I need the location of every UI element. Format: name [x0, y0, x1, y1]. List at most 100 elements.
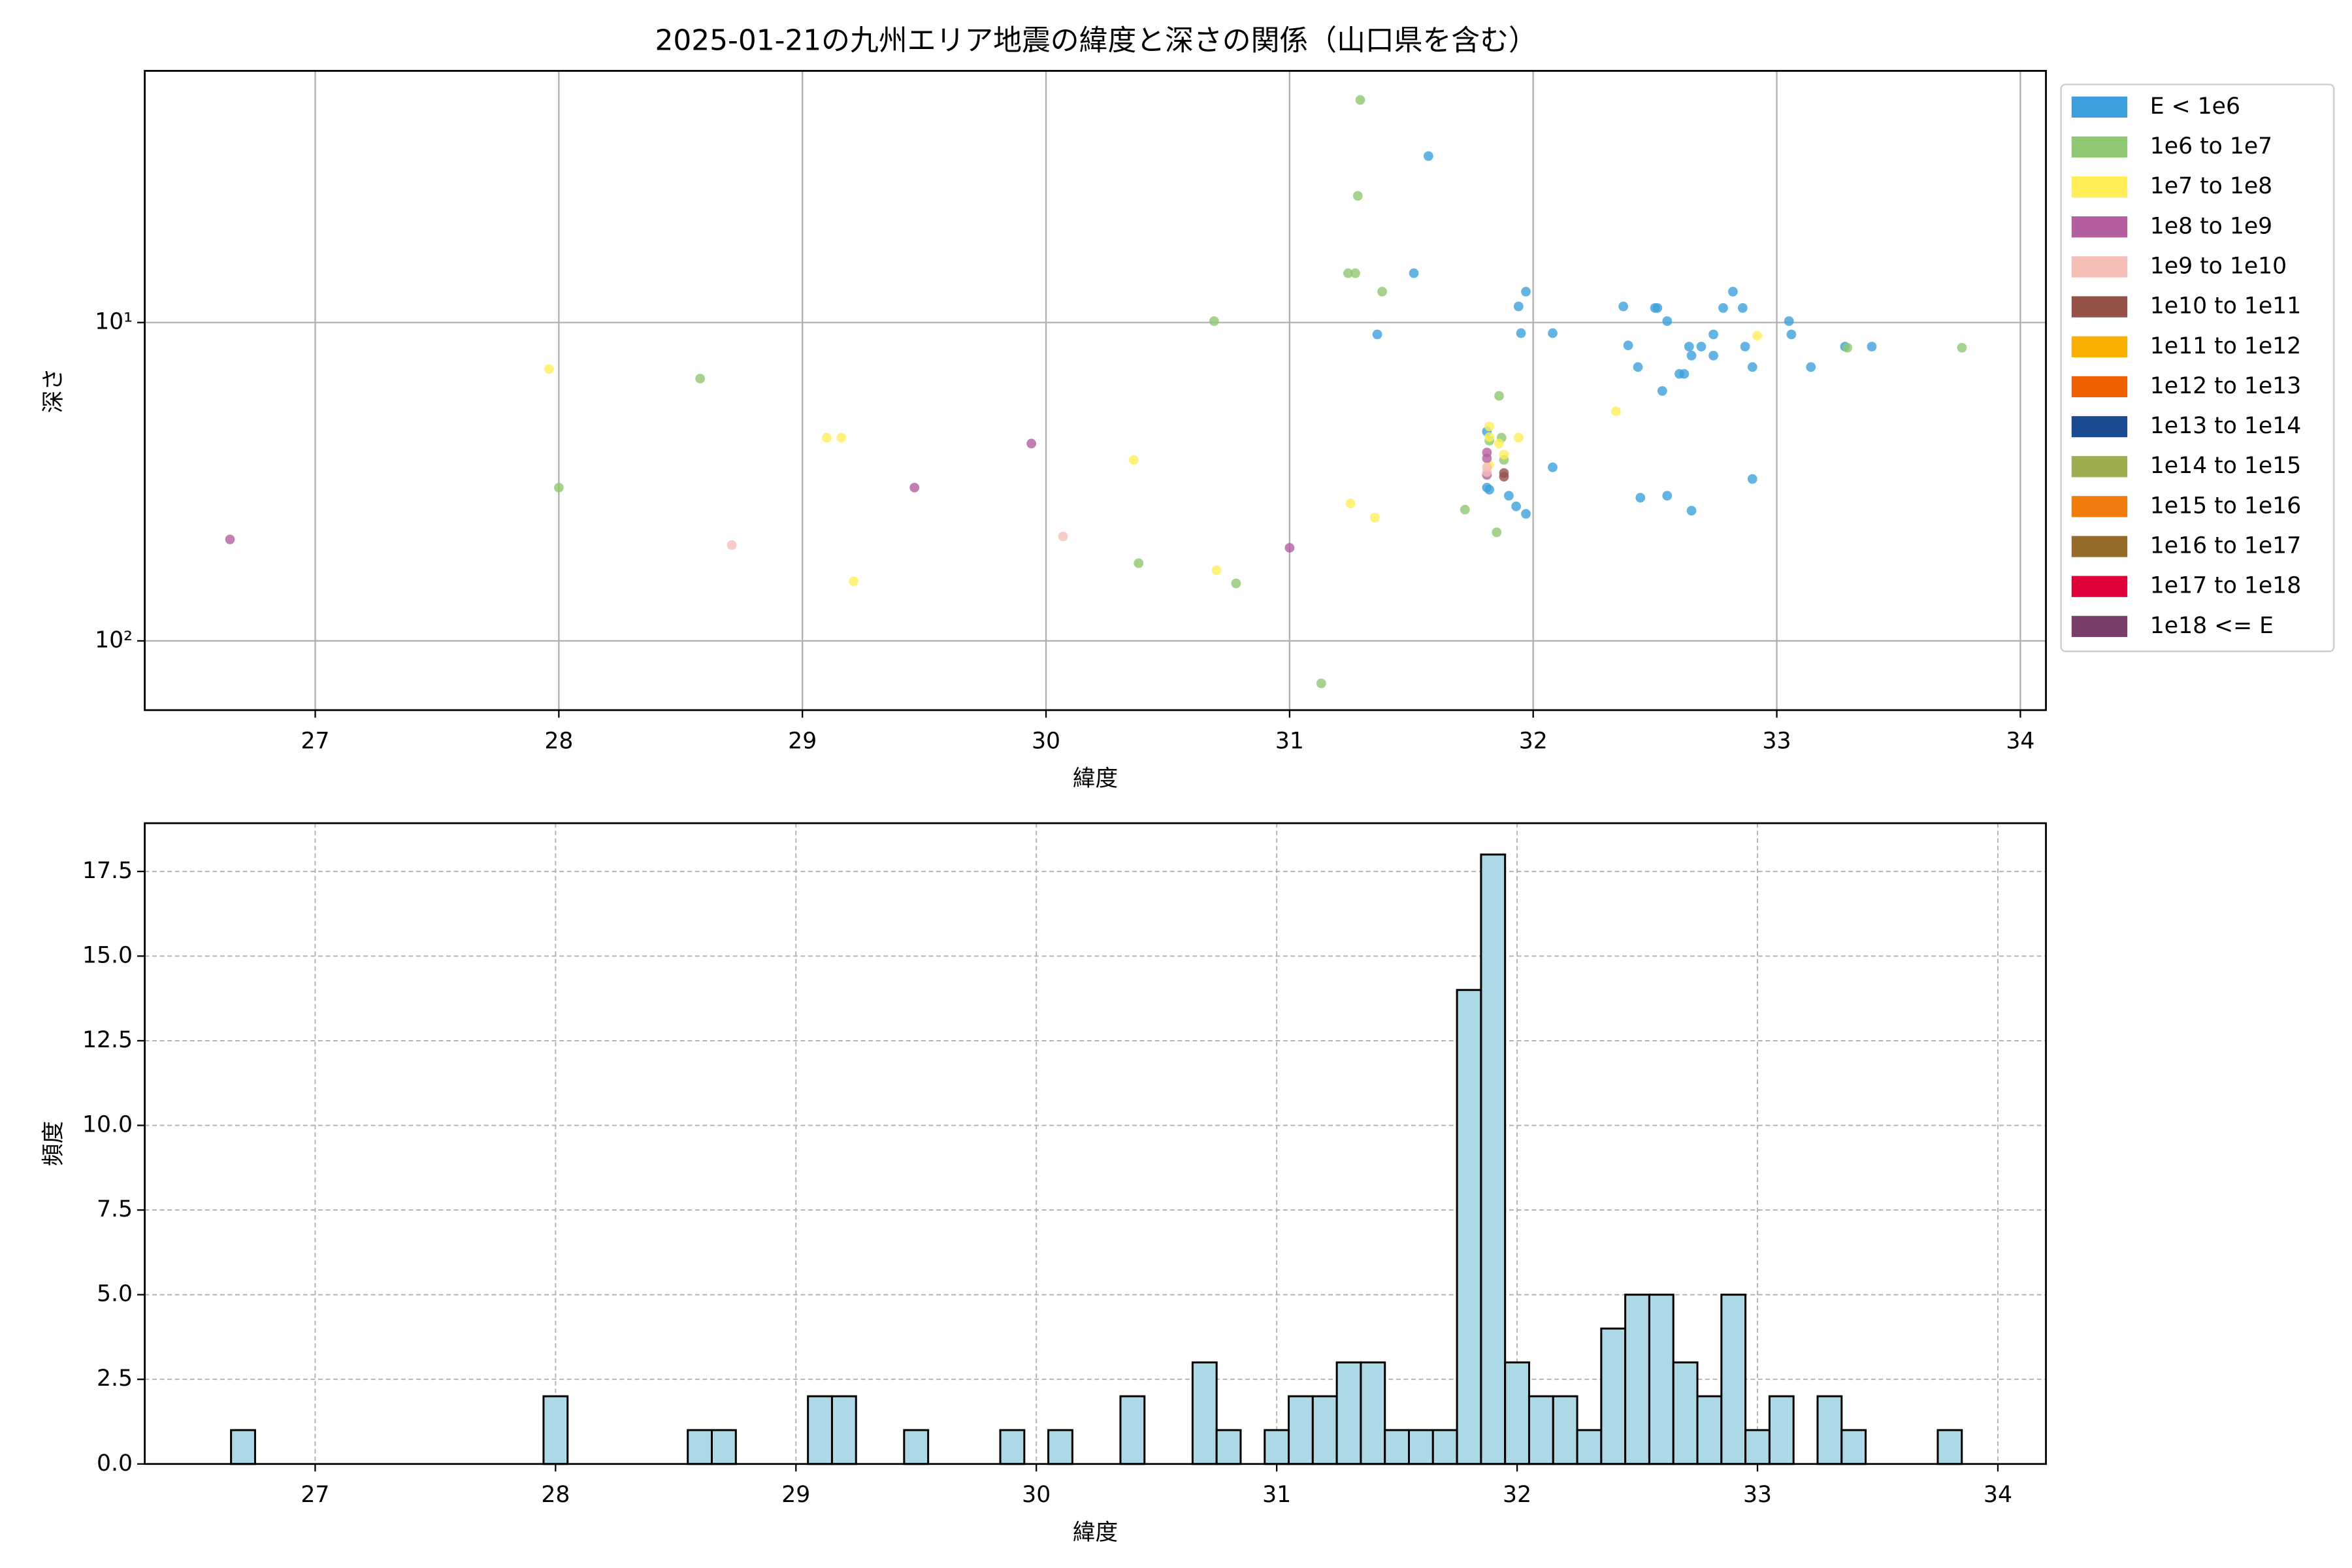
- scatter-point: [849, 576, 858, 587]
- scatter-point: [1633, 362, 1643, 372]
- scatter-point: [1134, 558, 1144, 568]
- x-tick-label: 30: [1032, 728, 1060, 754]
- axes-frame: [144, 70, 2047, 711]
- legend-swatch: [2071, 216, 2128, 238]
- scatter-point: [1747, 362, 1757, 372]
- histogram-bar: [1047, 1429, 1073, 1465]
- legend-label: 1e17 to 1e18: [2150, 573, 2301, 599]
- scatter-point: [1867, 342, 1877, 351]
- histogram-bar: [1384, 1429, 1411, 1465]
- histogram-bar: [1600, 1327, 1627, 1465]
- histogram-bar: [1264, 1429, 1290, 1465]
- histogram-bar: [1840, 1429, 1867, 1465]
- scatter-point: [1548, 462, 1558, 472]
- scatter-point: [1623, 340, 1633, 351]
- x-tick-label: 31: [1262, 1482, 1291, 1508]
- histogram-bar: [1504, 1361, 1530, 1465]
- x-axis-label: 緯度: [1073, 766, 1118, 792]
- histogram-bar: [1816, 1395, 1843, 1465]
- scatter-point: [1492, 527, 1502, 538]
- scatter-point: [1728, 287, 1738, 297]
- scatter-point: [1058, 531, 1068, 542]
- scatter-point: [1652, 302, 1663, 313]
- scatter-point: [1494, 391, 1504, 401]
- legend-label: 1e13 to 1e14: [2150, 413, 2301, 439]
- axes-frame: [144, 822, 2047, 1465]
- histogram-bar: [1768, 1395, 1795, 1465]
- scatter-point: [1460, 504, 1470, 515]
- y-tick-label: 17.5: [82, 858, 133, 884]
- legend-label: 1e8 to 1e9: [2150, 213, 2272, 239]
- histogram-bar: [1288, 1395, 1314, 1465]
- scatter-point: [1806, 362, 1816, 372]
- scatter-point: [1484, 485, 1494, 495]
- scatter-point: [1516, 328, 1526, 338]
- histogram-bar: [1480, 853, 1507, 1465]
- legend-swatch: [2071, 456, 2128, 478]
- legend-swatch: [2071, 576, 2128, 597]
- histogram-bar: [710, 1429, 737, 1465]
- histogram-bar: [230, 1429, 256, 1465]
- scatter-point: [1513, 301, 1524, 312]
- histogram-bar: [1408, 1429, 1434, 1465]
- histogram-bar: [807, 1395, 833, 1465]
- scatter-point: [1737, 302, 1748, 313]
- legend-swatch: [2071, 376, 2128, 398]
- x-tick-label: 31: [1275, 728, 1304, 754]
- scatter-point: [1409, 268, 1419, 278]
- x-axis-label: 緯度: [1073, 1520, 1118, 1546]
- scatter-point: [836, 433, 847, 443]
- scatter-point: [1635, 493, 1646, 503]
- scatter-point: [1513, 433, 1524, 443]
- scatter-point: [822, 433, 832, 443]
- legend-label: 1e9 to 1e10: [2150, 253, 2287, 279]
- scatter-point: [1345, 498, 1356, 508]
- scatter-point: [1708, 350, 1718, 361]
- y-tick-label: 10¹: [95, 309, 133, 335]
- scatter-point: [1484, 432, 1494, 442]
- scatter-point: [695, 374, 705, 384]
- scatter-point: [1128, 455, 1139, 465]
- scatter-point: [1618, 301, 1629, 312]
- x-tick-label: 27: [301, 728, 330, 754]
- histogram-bar: [1696, 1395, 1723, 1465]
- scatter-point: [1548, 328, 1558, 338]
- scatter-point: [1482, 462, 1492, 472]
- scatter-point: [1343, 268, 1353, 278]
- y-axis-label: 深さ: [41, 368, 67, 413]
- x-tick-label: 30: [1022, 1482, 1051, 1508]
- histogram-bar: [1624, 1294, 1650, 1465]
- scatter-point: [1784, 316, 1794, 326]
- x-tick-label: 32: [1519, 728, 1548, 754]
- scatter-point: [1686, 350, 1697, 361]
- x-tick-label: 34: [2006, 728, 2034, 754]
- scatter-point: [1026, 438, 1037, 449]
- legend-label: 1e16 to 1e17: [2150, 533, 2301, 559]
- legend-swatch: [2071, 496, 2128, 517]
- scatter-point: [1752, 331, 1763, 341]
- scatter-point: [1611, 406, 1621, 416]
- legend-swatch: [2071, 416, 2128, 438]
- legend-label: 1e15 to 1e16: [2150, 493, 2301, 519]
- scatter-point: [1662, 491, 1673, 501]
- scatter-point: [1355, 95, 1365, 105]
- legend-swatch: [2071, 536, 2128, 557]
- scatter-point: [1284, 543, 1295, 553]
- legend-swatch: [2071, 336, 2128, 357]
- x-tick-label: 32: [1503, 1482, 1531, 1508]
- histogram-bar: [1360, 1361, 1386, 1465]
- x-tick-label: 33: [1743, 1482, 1772, 1508]
- legend-label: 1e10 to 1e11: [2150, 293, 2301, 319]
- scatter-point: [1740, 342, 1750, 351]
- scatter-point: [1511, 501, 1522, 512]
- legend-swatch: [2071, 96, 2128, 118]
- histogram-bar: [1648, 1294, 1674, 1465]
- y-tick-label: 15.0: [82, 942, 133, 968]
- scatter-point: [1521, 509, 1531, 519]
- histogram-bar: [1936, 1429, 1963, 1465]
- scatter-point: [1372, 329, 1382, 340]
- legend-box: [2060, 84, 2335, 653]
- legend-label: E < 1e6: [2150, 93, 2240, 120]
- histogram-bar: [1311, 1395, 1338, 1465]
